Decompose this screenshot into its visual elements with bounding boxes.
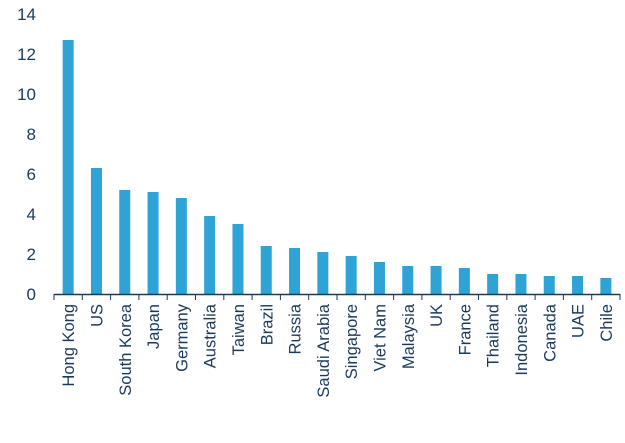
x-category-label: UAE <box>570 304 588 338</box>
y-axis-tick-labels: 0 2 4 6 8 10 12 14 <box>17 5 36 304</box>
bar <box>90 168 102 294</box>
bar <box>232 224 244 294</box>
bar <box>487 274 499 294</box>
x-category-label: US <box>88 304 106 327</box>
x-category-label: South Korea <box>117 303 135 396</box>
bar <box>600 278 612 294</box>
x-category-label: UK <box>428 304 446 327</box>
x-category-label: Chile <box>598 304 616 342</box>
x-category-label: Indonesia <box>513 303 531 375</box>
bars <box>62 40 612 294</box>
bar <box>430 266 442 294</box>
x-category-label: Canada <box>541 303 559 362</box>
bar <box>458 268 470 294</box>
y-tick-label: 2 <box>27 245 36 264</box>
bar <box>289 248 301 294</box>
y-tick-label: 6 <box>27 165 36 184</box>
bar <box>543 276 555 294</box>
x-category-label: Brazil <box>258 304 276 345</box>
x-category-label: Australia <box>202 303 220 368</box>
bar <box>204 216 216 294</box>
bar <box>62 40 74 294</box>
x-axis-tick-marks <box>53 294 621 300</box>
x-category-label: Japan <box>145 304 163 349</box>
bar <box>260 246 272 294</box>
bar <box>515 274 527 294</box>
x-category-label: Hong Kong <box>60 304 78 387</box>
bar <box>175 198 187 294</box>
y-tick-label: 14 <box>17 5 36 24</box>
bar <box>345 256 357 294</box>
bar <box>373 262 385 294</box>
y-tick-label: 8 <box>27 125 36 144</box>
bar <box>119 190 131 294</box>
y-tick-label: 10 <box>17 85 36 104</box>
x-category-label: Viet Nam <box>371 304 389 372</box>
x-category-label: Taiwan <box>230 304 248 355</box>
x-category-label: France <box>456 304 474 355</box>
bar <box>317 252 329 294</box>
x-category-label: Thailand <box>485 304 503 367</box>
bar <box>572 276 584 294</box>
x-category-label: Singapore <box>343 304 361 379</box>
x-axis-category-labels: Hong Kong US South Korea Japan Germany Austra… <box>60 303 616 397</box>
x-category-label: Germany <box>173 303 191 372</box>
x-category-label: Malaysia <box>400 303 418 369</box>
x-category-label: Russia <box>287 303 305 354</box>
bar <box>147 192 159 294</box>
y-tick-label: 12 <box>17 45 36 64</box>
bar <box>402 266 414 294</box>
x-category-label: Saudi Arabia <box>315 303 333 397</box>
y-tick-label: 4 <box>27 205 36 224</box>
y-tick-label: 0 <box>27 285 36 304</box>
